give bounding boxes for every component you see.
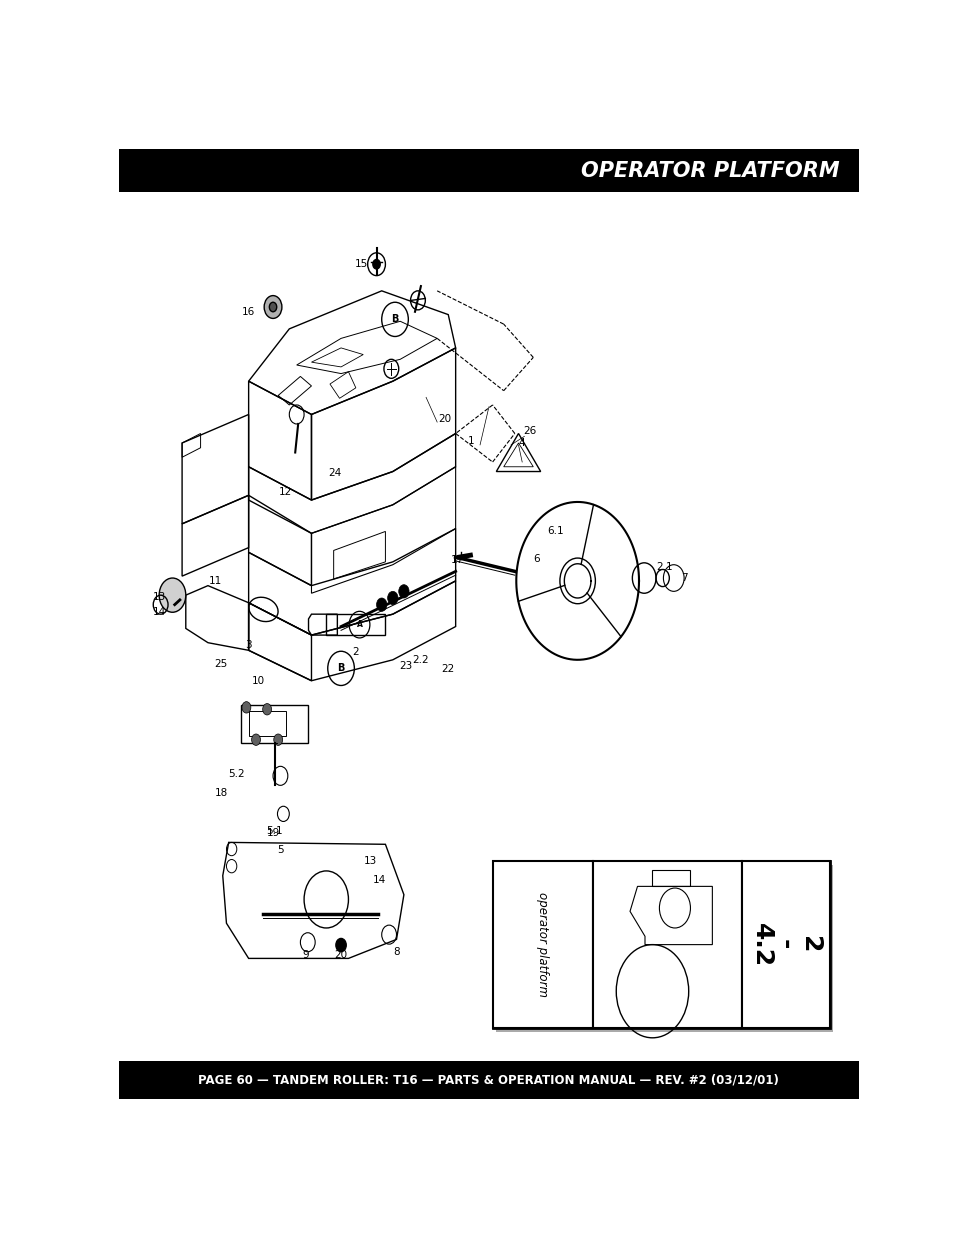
Text: 4: 4 (518, 438, 525, 448)
Text: PAGE 60 — TANDEM ROLLER: T16 — PARTS & OPERATION MANUAL — REV. #2 (03/12/01): PAGE 60 — TANDEM ROLLER: T16 — PARTS & O… (198, 1073, 779, 1087)
Text: 5: 5 (276, 845, 283, 855)
Circle shape (335, 939, 346, 952)
Text: B: B (391, 315, 398, 325)
Text: operator platform: operator platform (536, 892, 549, 997)
Text: 1: 1 (467, 436, 474, 446)
Text: 2: 2 (353, 647, 358, 657)
Text: 2.2: 2.2 (412, 655, 429, 664)
Circle shape (242, 701, 251, 713)
Circle shape (373, 259, 380, 269)
Text: 9: 9 (302, 950, 309, 960)
Text: 19: 19 (266, 827, 279, 837)
Text: 11: 11 (209, 576, 222, 585)
Text: 8: 8 (393, 947, 399, 957)
Text: 10: 10 (252, 676, 265, 685)
Text: 24: 24 (328, 468, 341, 478)
Circle shape (252, 734, 260, 746)
Text: 26: 26 (523, 426, 537, 436)
Circle shape (398, 584, 409, 598)
Circle shape (376, 598, 387, 611)
Text: 12: 12 (278, 488, 292, 498)
Circle shape (269, 303, 276, 311)
Text: 14: 14 (153, 608, 167, 618)
Text: 13: 13 (364, 856, 376, 867)
Text: 14: 14 (373, 876, 386, 885)
Text: A: A (356, 620, 362, 629)
Text: 5.2: 5.2 (228, 769, 244, 779)
Bar (119, 148, 858, 193)
Text: 7: 7 (680, 573, 687, 583)
Circle shape (262, 704, 272, 715)
Text: 6.1: 6.1 (547, 526, 563, 536)
Bar (592, 862, 741, 1028)
Text: 6: 6 (533, 555, 539, 564)
Text: 20: 20 (437, 414, 451, 424)
Text: 15: 15 (355, 259, 368, 269)
Text: 18: 18 (214, 788, 228, 798)
Bar (493, 862, 829, 1028)
Bar (741, 862, 829, 1028)
Bar (496, 866, 832, 1031)
Text: 23: 23 (399, 662, 413, 672)
Text: 5.1: 5.1 (266, 826, 282, 836)
Text: 2
-
4.2: 2 - 4.2 (749, 923, 821, 967)
Text: 25: 25 (214, 658, 228, 668)
Circle shape (159, 578, 186, 613)
Text: 17: 17 (451, 555, 464, 564)
Text: 20: 20 (335, 950, 347, 960)
Circle shape (387, 592, 397, 605)
Text: 2.1: 2.1 (656, 562, 673, 572)
Circle shape (264, 295, 282, 319)
Bar (119, 1061, 858, 1099)
Bar (493, 862, 592, 1028)
Circle shape (274, 734, 282, 746)
Text: 13: 13 (153, 592, 167, 601)
Text: 22: 22 (441, 664, 455, 674)
Text: 16: 16 (242, 306, 255, 316)
Text: 3: 3 (245, 640, 252, 650)
Text: OPERATOR PLATFORM: OPERATOR PLATFORM (581, 161, 840, 180)
Text: B: B (337, 663, 344, 673)
